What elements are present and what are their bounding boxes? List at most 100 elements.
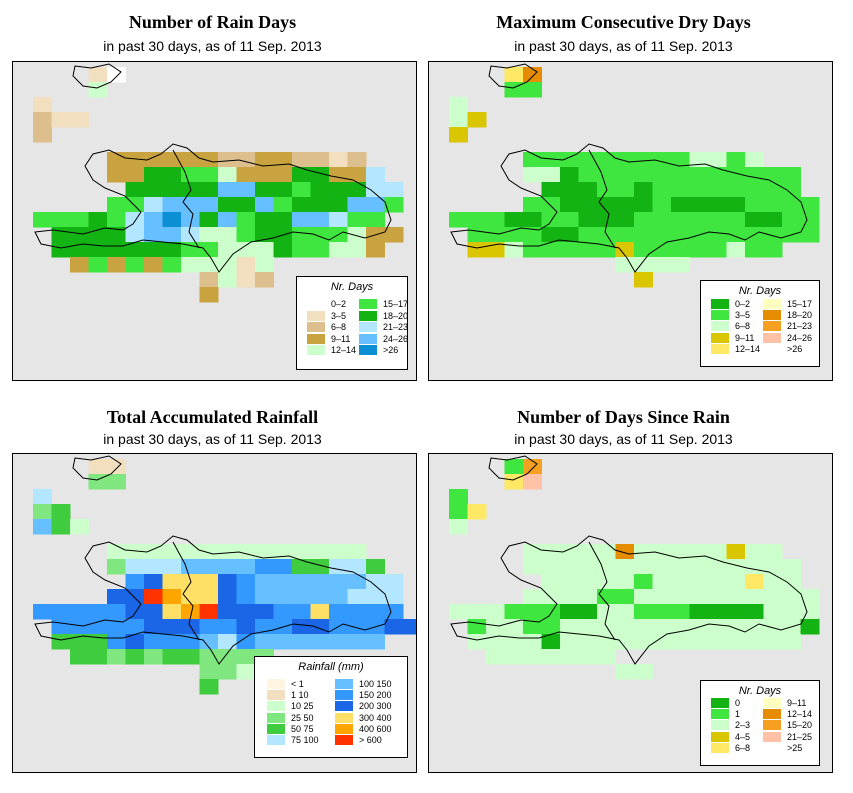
grid-cell [292, 197, 311, 213]
grid-cell [218, 559, 237, 575]
legend-swatch [335, 723, 353, 734]
grid-cell [726, 634, 746, 650]
grid-cell [467, 242, 487, 258]
legend-label: 0–2 [735, 299, 751, 309]
legend-swatch [711, 299, 729, 309]
grid-cell [292, 634, 311, 650]
grid-cell [652, 167, 672, 183]
grid-cell [782, 574, 801, 590]
grid-cell [689, 212, 709, 228]
grid-cell [763, 197, 783, 213]
legend-swatch [267, 735, 285, 745]
legend-entry: 100 150 [335, 679, 392, 690]
legend-swatch [335, 735, 353, 745]
grid-cell [107, 634, 126, 650]
legend-label: 10 25 [291, 701, 314, 712]
grid-cell [107, 649, 126, 665]
grid-cell [708, 212, 727, 228]
grid-cell [578, 649, 598, 665]
grid-cell [107, 559, 126, 575]
grid-cell [726, 559, 746, 575]
grid-cell [560, 649, 579, 665]
grid-cell [162, 574, 182, 590]
grid-cell [541, 212, 561, 228]
grid-cell [366, 634, 385, 650]
grid-cell [467, 227, 487, 243]
grid-cell [236, 649, 256, 665]
legend-swatch [335, 679, 353, 689]
grid-cell [467, 112, 487, 128]
grid-cell [652, 634, 672, 650]
grid-cell [782, 167, 801, 183]
grid-cell [597, 242, 616, 258]
grid-cell [329, 544, 348, 560]
grid-cell [671, 227, 690, 243]
legend-label: 12–14 [331, 345, 357, 355]
legend-swatch [267, 712, 285, 723]
legend-entry: 200 300 [335, 701, 392, 712]
grid-cell [199, 197, 219, 213]
legend-label: 15–17 [787, 299, 813, 309]
grid-cell [763, 589, 783, 605]
legend-swatch [763, 742, 781, 753]
legend-entry: 3–5 [711, 310, 750, 321]
grid-cell [745, 559, 764, 575]
legend-label: 1 [735, 709, 741, 720]
grid-cell [384, 619, 404, 635]
legend-entry: 6–8 [711, 321, 750, 332]
grid-cell [578, 212, 598, 228]
grid-cell [523, 67, 542, 83]
legend-entry: 25 50 [267, 712, 314, 724]
grid-cell [560, 212, 579, 228]
grid-cell [218, 152, 237, 168]
grid-cell [218, 167, 237, 183]
grid-cell [51, 112, 71, 128]
grid-cell [70, 519, 89, 535]
legend-label: 25 50 [291, 712, 314, 723]
grid-cell [329, 212, 348, 228]
grid-cell [634, 257, 653, 273]
panel-subtitle: in past 30 days, as of 11 Sep. 2013 [103, 38, 322, 54]
coastline [34, 535, 392, 665]
legend-entry: 1 [711, 709, 740, 720]
legend-label: < 1 [291, 679, 304, 689]
grid-cell [578, 589, 598, 605]
grid-cell [218, 257, 237, 273]
grid-cell [144, 619, 163, 635]
grid-cell [763, 182, 783, 198]
grid-cell [523, 152, 542, 168]
grid-cell [88, 257, 108, 273]
grid-cell [347, 589, 367, 605]
grid-cell [652, 212, 672, 228]
grid-cell [541, 619, 561, 635]
legend-label: >26 [787, 343, 803, 354]
grid-cell [671, 619, 690, 635]
grid-cell [107, 604, 126, 620]
grid-cell [199, 619, 219, 635]
grid-cell [33, 112, 52, 128]
grid-cell [689, 559, 709, 575]
grid-cell [218, 272, 237, 288]
legend-entry: 300 400 [335, 712, 392, 724]
grid-cell [329, 197, 348, 213]
grid-cell [144, 589, 163, 605]
grid-cell [782, 212, 801, 228]
grid-cell [181, 589, 200, 605]
dry-days-grid [449, 63, 820, 288]
grid-cell [347, 197, 367, 213]
grid-cell [33, 489, 52, 505]
grid-cell [671, 559, 690, 575]
legend-entry: 12–14 [307, 345, 356, 356]
legend-title: Nr. Days [738, 685, 782, 697]
panel-subtitle: in past 30 days, as of 11 Sep. 2013 [514, 431, 733, 447]
grid-cell [745, 152, 764, 168]
legend-entry: 1 10 [267, 690, 309, 701]
grid-cell [366, 182, 385, 198]
grid-cell [144, 574, 163, 590]
legend-entry: 0 [711, 698, 740, 709]
grid-cell [181, 167, 200, 183]
grid-cell [51, 227, 71, 243]
grid-cell [449, 504, 468, 520]
grid-cell [708, 574, 727, 590]
